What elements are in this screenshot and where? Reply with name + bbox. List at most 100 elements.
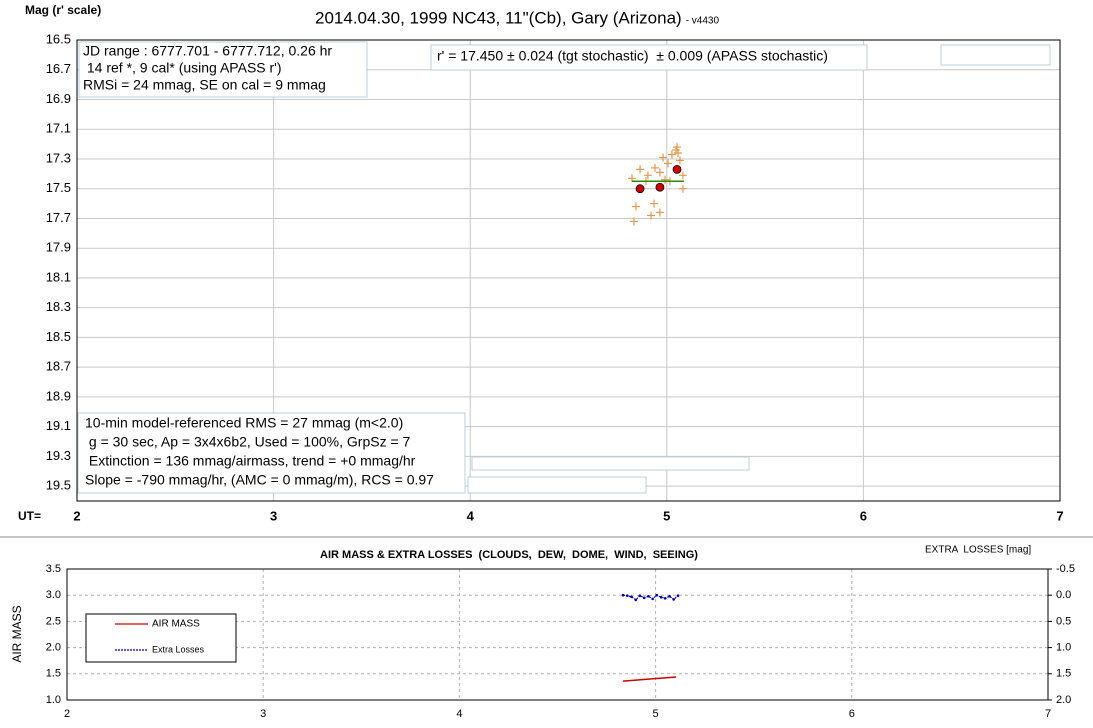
x-tick-label: 2 (73, 508, 80, 523)
annotation: g = 30 sec, Ap = 3x4x6b2, Used = 100%, G… (85, 434, 411, 450)
point (663, 597, 667, 600)
point (676, 594, 680, 598)
chart-subtitle: - v4430 (686, 16, 720, 27)
y2-tick-label: -0.5 (1056, 563, 1075, 575)
annotation: JD range : 6777.701 - 6777.712, 0.26 hr (83, 43, 332, 59)
x-tick-label: 2 (64, 708, 70, 720)
legend-label: Extra Losses (152, 644, 205, 654)
y2-tick-label: 0.0 (1056, 589, 1071, 601)
plus-marker (629, 217, 638, 226)
y-tick-label: 16.7 (46, 61, 71, 76)
annotation: Extinction = 136 mmag/airmass, trend = +… (85, 453, 416, 469)
point (668, 594, 671, 598)
plus-marker (636, 165, 645, 174)
y2-tick-label: 2.0 (1056, 694, 1071, 706)
x-tick-label: 4 (456, 708, 462, 720)
point (630, 595, 633, 599)
annotation: r' = 17.450 ± 0.024 (tgt stochastic) ± 0… (437, 48, 828, 64)
y2-tick-label: 0.5 (1056, 615, 1071, 627)
series-line (622, 676, 677, 682)
plus-marker (675, 156, 684, 165)
y-tick-label: 16.5 (46, 31, 71, 46)
legend-label: AIR MASS (152, 619, 200, 630)
annotation: 14 ref *, 9 cal* (using APASS r') (83, 60, 282, 76)
plus-marker (647, 211, 656, 220)
chart-title: AIR MASS & EXTRA LOSSES (CLOUDS, DEW, DO… (320, 549, 698, 561)
point (659, 595, 663, 599)
x-tick-label: 3 (260, 708, 266, 720)
plus-marker (651, 163, 660, 172)
plot-frame (66, 568, 1049, 701)
point (626, 594, 629, 598)
y-axis-label: AIR MASS (10, 605, 24, 662)
y-tick-label: 17.7 (46, 210, 71, 225)
x-axis-label: UT= (18, 509, 41, 523)
y-tick-label: 17.5 (46, 180, 71, 195)
y-tick-label: 18.7 (46, 359, 71, 374)
legend-box (85, 613, 237, 663)
y-tick-label: 2.0 (46, 642, 61, 654)
annotation-box (77, 412, 466, 494)
y-axis-label: Mag (r' scale) (25, 3, 101, 17)
y-tick-label: 18.9 (46, 388, 71, 403)
empty-box (471, 456, 750, 471)
plus-marker (655, 208, 664, 217)
y-tick-label: 18.1 (46, 269, 71, 284)
annotation-box (430, 44, 868, 71)
point (621, 593, 625, 597)
plus-marker (673, 143, 682, 152)
y-tick-label: 2.5 (46, 615, 61, 627)
point (672, 598, 675, 601)
plot-frame (76, 39, 1061, 502)
plus-marker (667, 150, 676, 159)
plus-marker (678, 171, 687, 180)
y-tick-label: 3.0 (46, 589, 61, 601)
plus-marker (678, 184, 687, 193)
y-tick-label: 19.1 (46, 418, 71, 433)
point (634, 598, 638, 602)
y-tick-label: 16.9 (46, 91, 71, 106)
x-tick-label: 4 (467, 508, 475, 523)
plus-marker (655, 168, 664, 177)
x-tick-label: 6 (849, 708, 855, 720)
point (638, 594, 642, 598)
plus-marker (661, 175, 670, 184)
chart-title: 2014.04.30, 1999 NC43, 11"(Cb), Gary (Ar… (315, 8, 682, 27)
x-tick-label: 6 (860, 508, 867, 523)
empty-box (940, 44, 1051, 66)
plus-marker (631, 202, 640, 211)
point (647, 594, 650, 598)
y-tick-label: 3.5 (46, 563, 61, 575)
plus-marker (650, 199, 659, 208)
annotation: RMSi = 24 mmag, SE on cal = 9 mmag (83, 77, 326, 93)
y-tick-label: 19.5 (46, 478, 71, 493)
y-tick-label: 18.5 (46, 329, 71, 344)
plus-marker (663, 159, 672, 168)
y-tick-label: 17.1 (46, 121, 71, 136)
y-tick-label: 1.0 (46, 694, 61, 706)
annotation: 10-min model-referenced RMS = 27 mmag (m… (85, 415, 403, 431)
average-point (672, 164, 682, 174)
plus-marker (643, 171, 652, 180)
y2-tick-label: 1.5 (1056, 668, 1071, 680)
y-tick-label: 19.3 (46, 448, 71, 463)
y2-axis-label: EXTRA LOSSES [mag] (925, 545, 1031, 556)
y-tick-label: 1.5 (46, 668, 61, 680)
x-tick-label: 5 (663, 508, 670, 523)
x-tick-label: 7 (1056, 508, 1063, 523)
y-tick-label: 17.9 (46, 240, 71, 255)
y2-tick-label: 1.0 (1056, 642, 1071, 654)
point (651, 597, 654, 601)
x-tick-label: 3 (270, 508, 277, 523)
point (655, 593, 659, 597)
point (642, 596, 646, 600)
empty-box (467, 476, 647, 494)
x-tick-label: 5 (653, 708, 659, 720)
average-point (655, 182, 665, 192)
y-tick-label: 17.3 (46, 150, 71, 165)
x-tick-label: 7 (1045, 708, 1051, 720)
y-tick-label: 18.3 (46, 299, 71, 314)
annotation: Slope = -790 mmag/hr, (AMC = 0 mmag/m), … (85, 472, 434, 488)
plus-marker (674, 149, 683, 158)
